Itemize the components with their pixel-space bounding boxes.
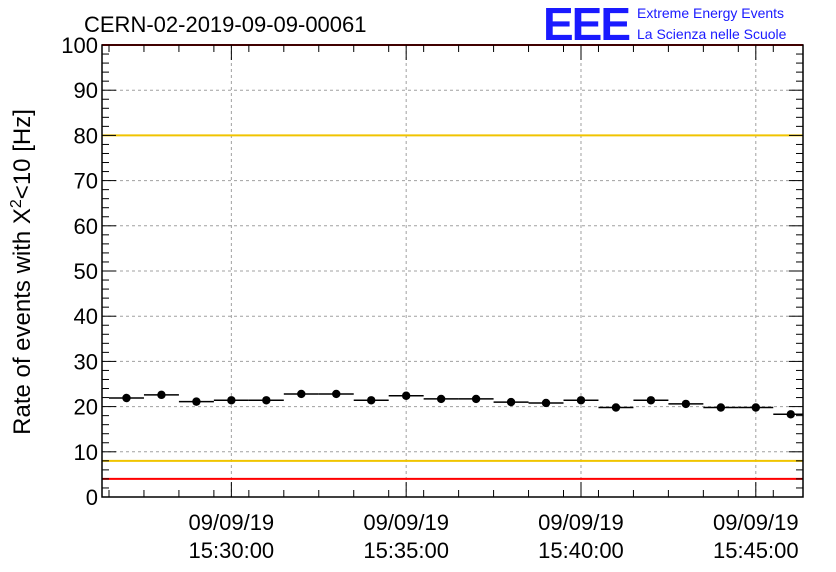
x-tick-time-label: 15:30:00 [189,538,275,563]
y-tick-label: 60 [74,214,98,239]
data-point [541,398,551,408]
data-point [786,410,795,419]
eee-logo-line1: Extreme Energy Events [637,5,784,21]
x-tick-date-label: 09/09/19 [363,510,449,535]
y-tick-label: 20 [74,395,98,420]
axes [101,44,804,498]
data-point [436,394,446,404]
data-point [506,397,516,407]
y-tick-label: 10 [74,440,98,465]
data-point [192,397,201,406]
data-point [716,403,726,412]
data-point [401,391,411,400]
data-point [646,396,656,405]
x-tick-time-label: 15:35:00 [363,538,449,563]
y-tick-label: 70 [74,169,98,194]
x-tick-date-label: 09/09/19 [189,510,275,535]
data-point [297,389,306,399]
y-tick-label: 40 [74,304,98,329]
data-point [471,394,481,404]
data-series [108,389,803,419]
x-tick-date-label: 09/09/19 [538,510,624,535]
x-tick-time-label: 15:40:00 [538,538,624,563]
grid [102,45,803,497]
y-axis-label: Rate of events with X2<10 [Hz] [8,109,36,435]
reference-lines [102,44,803,480]
data-point [157,390,166,400]
y-tick-label: 100 [61,33,98,58]
chart-title: CERN-02-2019-09-09-00061 [84,12,367,37]
y-tick-label: 30 [74,349,98,374]
data-point [122,393,131,403]
y-tick-label: 50 [74,259,98,284]
data-point [262,396,271,405]
data-point [751,403,761,412]
data-point [611,403,621,412]
data-point [227,396,236,405]
x-tick-date-label: 09/09/19 [713,510,799,535]
data-point [332,389,341,399]
x-tick-time-label: 15:45:00 [713,538,799,563]
data-point [367,396,376,405]
eee-logo: EEE Extreme Energy Events La Scienza nel… [543,0,787,50]
eee-logo-line2: La Scienza nelle Scuole [637,26,787,42]
y-tick-label: 80 [74,123,98,148]
y-tick-label: 0 [86,485,98,510]
data-point [576,396,586,405]
data-point [681,399,691,409]
y-tick-label: 90 [74,78,98,103]
tick-labels: 0 10 20 30 40 50 60 70 80 90 100 09/09/19 15:30:00 09… [61,33,798,563]
eee-logo-letters: EEE [543,0,629,50]
